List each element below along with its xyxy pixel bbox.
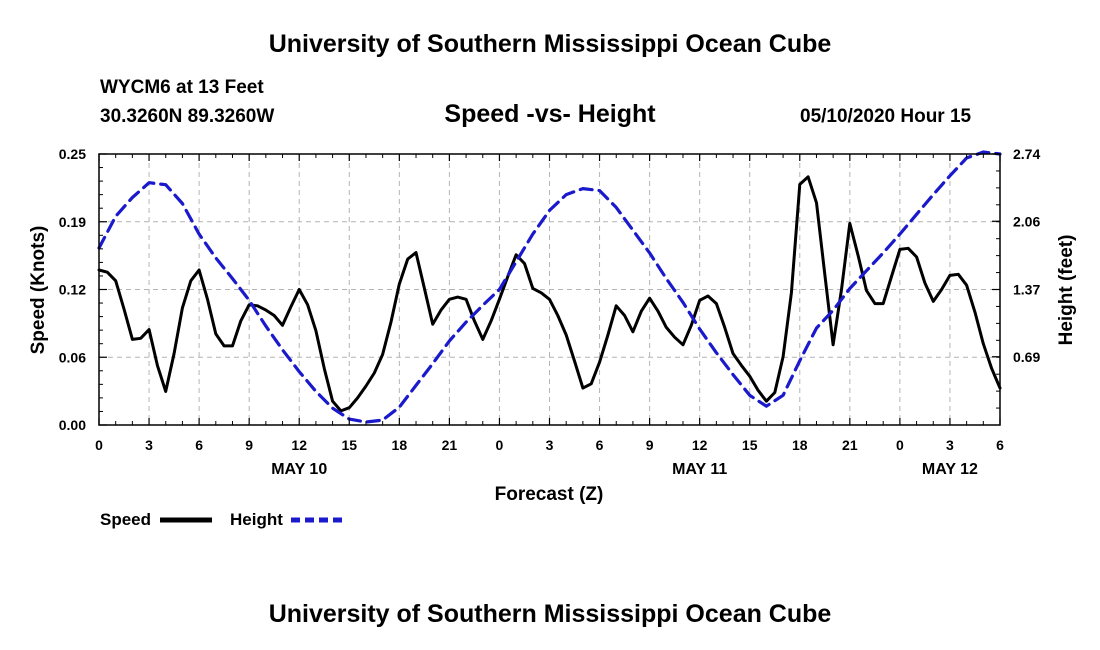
height-series-line: [97, 150, 1002, 424]
x-tick-label: 6: [596, 437, 604, 453]
axes: 0 3 6 9 12 15 18 21 0 3 6 9 12 15 18 21 0 3 6 MAY 10 MAY 11 M…: [59, 146, 1041, 478]
legend-height-label: Height: [230, 510, 283, 529]
x-tick-label: 18: [392, 437, 408, 453]
x-tick-label: 21: [842, 437, 858, 453]
x-tick-label: 3: [946, 437, 954, 453]
y-left-tick-label: 0.00: [59, 417, 86, 433]
y-right-tick-label: 2.74: [1013, 146, 1040, 162]
x-tick-label: 15: [341, 437, 357, 453]
x-axis-label: Forecast (Z): [495, 484, 604, 505]
x-tick-label: 12: [692, 437, 708, 453]
page-title: University of Southern Mississippi Ocean…: [268, 30, 832, 58]
x-tick-label: 3: [145, 437, 153, 453]
legend-speed-label: Speed: [100, 510, 151, 529]
date-label: MAY 10: [271, 461, 327, 478]
y-left-tick-label: 0.12: [59, 282, 86, 298]
station-label: WYCM6 at 13 Feet: [100, 77, 264, 98]
x-tick-label: 9: [646, 437, 654, 453]
x-tick-label: 0: [496, 437, 504, 453]
x-tick-label: 21: [442, 437, 458, 453]
y-right-tick-label: 1.37: [1013, 282, 1040, 298]
chart-title: Speed -vs- Height: [444, 100, 656, 128]
speed-series-line: [97, 175, 1002, 413]
right-axis-label: Height (feet): [1056, 235, 1077, 346]
y-left-tick-label: 0.06: [59, 349, 86, 365]
y-left-tick-label: 0.25: [59, 146, 86, 162]
date-label: MAY 12: [922, 461, 978, 478]
x-tick-label: 6: [996, 437, 1004, 453]
y-left-tick-label: 0.19: [59, 214, 86, 230]
x-tick-label: 15: [742, 437, 758, 453]
x-tick-label: 6: [195, 437, 203, 453]
legend: Speed Height: [100, 510, 343, 529]
x-tick-label: 3: [546, 437, 554, 453]
y-right-tick-label: 0.69: [1013, 349, 1040, 365]
date-label: MAY 11: [672, 461, 727, 478]
coordinates-label: 30.3260N 89.3260W: [100, 106, 275, 127]
left-axis-label: Speed (Knots): [28, 226, 49, 355]
y-right-tick-label: 2.06: [1013, 213, 1040, 229]
forecast-datetime: 05/10/2020 Hour 15: [800, 106, 972, 127]
x-tick-label: 9: [245, 437, 253, 453]
x-tick-label: 0: [896, 437, 904, 453]
series-lines: [97, 150, 1002, 424]
x-tick-label: 18: [792, 437, 808, 453]
x-tick-label: 12: [291, 437, 307, 453]
footer-title: University of Southern Mississippi Ocean…: [268, 600, 832, 628]
x-tick-label: 0: [95, 437, 103, 453]
